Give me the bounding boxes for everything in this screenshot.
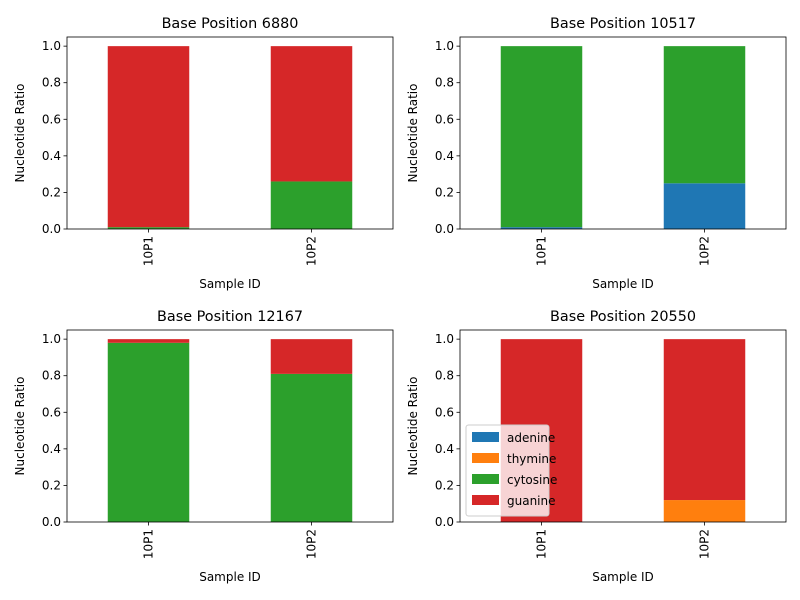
legend-swatch-thymine <box>472 453 499 463</box>
y-tick-label: 0.0 <box>435 222 454 236</box>
y-tick-label: 0.6 <box>42 112 61 126</box>
y-tick-label: 0.4 <box>42 442 61 456</box>
legend-swatch-adenine <box>472 432 499 442</box>
bar-guanine-10P1 <box>107 46 190 228</box>
bar-adenine-10P2 <box>663 183 746 229</box>
y-axis-label: Nucleotide Ratio <box>406 377 420 476</box>
chart-panel-4: 0.0 0.2 0.4 0.6 0.8 1.0 10P1 10P2 Base Position … <box>406 309 787 584</box>
bar-guanine-10P2 <box>270 46 353 182</box>
y-tick-label: 0.6 <box>42 405 61 419</box>
axes-frame <box>459 36 787 230</box>
y-axis-label: Nucleotide Ratio <box>406 84 420 183</box>
y-tick-label: 1.0 <box>42 332 61 346</box>
y-tick-label: 0.4 <box>435 442 454 456</box>
x-axis-label: Sample ID <box>592 570 654 584</box>
legend-box <box>465 424 550 517</box>
x-tick-label: 10P2 <box>698 236 712 266</box>
y-tick-label: 0.8 <box>42 76 61 90</box>
chart-panel-3: 0.0 0.2 0.4 0.6 0.8 1.0 10P1 10P2 Base Position … <box>13 309 394 584</box>
x-tick-label: 10P1 <box>535 236 549 266</box>
bar-cytosine-10P1 <box>107 342 190 522</box>
y-tick-label: 0.2 <box>435 478 454 492</box>
y-tick-label: 0.2 <box>42 478 61 492</box>
x-tick-label: 10P2 <box>305 529 319 559</box>
bar-guanine-10P2 <box>663 339 746 501</box>
y-tick-label: 0.0 <box>42 515 61 529</box>
x-tick-label: 10P2 <box>698 529 712 559</box>
bar-cytosine-10P2 <box>663 46 746 184</box>
bar-cytosine-10P2 <box>270 181 353 229</box>
axes-frame <box>459 329 787 523</box>
chart-title: Base Position 6880 <box>162 16 299 32</box>
bar-cytosine-10P1 <box>107 227 190 229</box>
y-tick-label: 0.2 <box>42 185 61 199</box>
y-tick-label: 0.4 <box>42 149 61 163</box>
y-tick-label: 1.0 <box>42 39 61 53</box>
y-tick-label: 1.0 <box>435 332 454 346</box>
x-axis-label: Sample ID <box>199 277 261 291</box>
legend-label-adenine: adenine <box>507 431 555 445</box>
y-tick-label: 0.0 <box>435 515 454 529</box>
y-tick-label: 0.8 <box>435 369 454 383</box>
chart-panel-2: 0.0 0.2 0.4 0.6 0.8 1.0 10P1 10P2 Base Position … <box>406 16 787 291</box>
x-tick-label: 10P1 <box>535 529 549 559</box>
x-tick-label: 10P1 <box>142 236 156 266</box>
y-tick-label: 0.2 <box>435 185 454 199</box>
bar-guanine-10P2 <box>270 339 353 374</box>
legend-label-thymine: thymine <box>507 452 556 466</box>
bar-guanine-10P1 <box>107 339 190 343</box>
y-tick-label: 0.8 <box>42 369 61 383</box>
axes-frame <box>66 329 394 523</box>
bar-thymine-10P2 <box>663 500 746 522</box>
legend-swatch-guanine <box>472 495 499 505</box>
y-tick-label: 0.8 <box>435 76 454 90</box>
y-axis-label: Nucleotide Ratio <box>13 377 27 476</box>
x-tick-label: 10P1 <box>142 529 156 559</box>
bar-adenine-10P1 <box>500 227 583 229</box>
chart-title: Base Position 12167 <box>157 309 303 325</box>
y-tick-label: 0.6 <box>435 112 454 126</box>
bar-cytosine-10P2 <box>270 373 353 522</box>
bar-cytosine-10P1 <box>500 46 583 228</box>
y-axis-label: Nucleotide Ratio <box>13 84 27 183</box>
y-tick-label: 0.6 <box>435 405 454 419</box>
legend-swatch-cytosine <box>472 474 499 484</box>
legend-label-cytosine: cytosine <box>507 473 557 487</box>
y-tick-label: 0.0 <box>42 222 61 236</box>
chart-title: Base Position 10517 <box>550 16 696 32</box>
legend: adenine thymine cytosine guanine <box>465 424 557 517</box>
legend-label-guanine: guanine <box>507 494 556 508</box>
y-tick-label: 0.4 <box>435 149 454 163</box>
chart-title: Base Position 20550 <box>550 309 696 325</box>
x-axis-label: Sample ID <box>592 277 654 291</box>
axes-frame <box>66 36 394 230</box>
y-tick-label: 1.0 <box>435 39 454 53</box>
x-tick-label: 10P2 <box>305 236 319 266</box>
chart-panel-1: 0.0 0.2 0.4 0.6 0.8 1.0 10P1 10P2 Base Position … <box>13 16 394 291</box>
x-axis-label: Sample ID <box>199 570 261 584</box>
